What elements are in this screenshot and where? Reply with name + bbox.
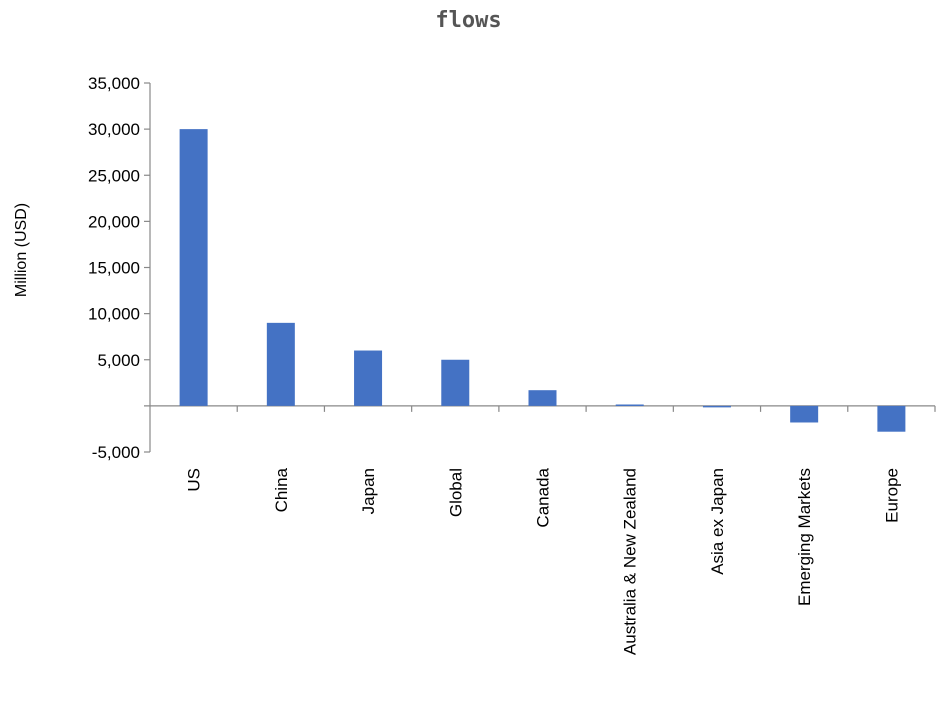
bar-china [266, 322, 295, 406]
x-tick-label: US [185, 468, 204, 492]
bar-europe [877, 405, 906, 432]
bar-australia-new-zealand [615, 404, 644, 406]
x-tick-label: Europe [882, 468, 901, 523]
y-tick-label: 15,000 [88, 259, 140, 278]
chart-title: flows [435, 8, 502, 33]
x-axis: US China Japan Global Canada Australia & New … [144, 405, 936, 655]
x-tick-label: Emerging Markets [795, 468, 814, 606]
y-tick-label: 5,000 [97, 351, 140, 370]
bar-asia-ex-japan [702, 405, 731, 408]
y-tick-label: 30,000 [88, 120, 140, 139]
y-axis: -5,000 5,000 10,000 15,000 20,000 25,000 30,00… [88, 74, 151, 462]
bar-canada [528, 390, 557, 406]
y-tick-label: 20,000 [88, 212, 140, 231]
bars [179, 129, 906, 432]
bar-emerging-markets [790, 405, 819, 423]
x-tick-label: Japan [359, 468, 378, 514]
x-tick-label: Canada [534, 467, 553, 527]
axis-labels: Million (USD) [13, 203, 30, 297]
x-tick-label: Asia ex Japan [708, 468, 727, 575]
bar-japan [354, 350, 383, 406]
bar-us [179, 129, 208, 406]
y-tick-label: 10,000 [88, 305, 140, 324]
x-tick-label: Australia & New Zealand [621, 468, 640, 655]
y-tick-label: 35,000 [88, 74, 140, 93]
x-tick-label: China [272, 467, 291, 512]
y-tick-label: 25,000 [88, 166, 140, 185]
y-axis-label: Million (USD) [13, 203, 30, 297]
x-tick-label: Global [446, 468, 465, 517]
bar-global [441, 359, 470, 406]
y-tick-label: -5,000 [92, 443, 140, 462]
